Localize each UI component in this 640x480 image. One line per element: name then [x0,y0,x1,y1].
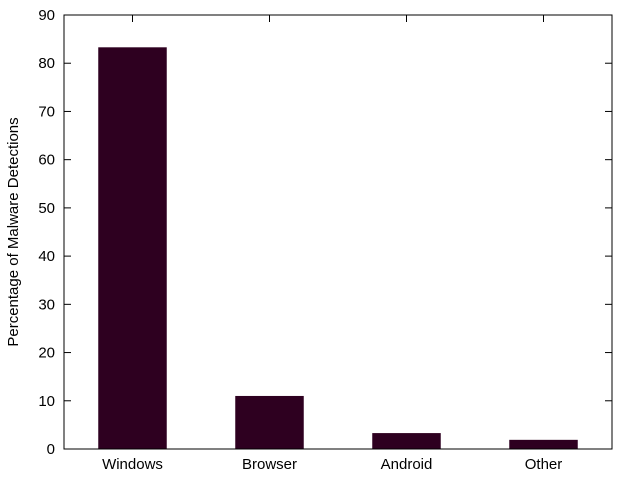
y-tick-label: 40 [38,248,55,265]
y-tick-label: 90 [38,7,55,24]
y-tick-label: 50 [38,200,55,217]
y-tick-label: 30 [38,296,55,313]
y-tick-label: 20 [38,345,55,362]
y-tick-label: 0 [47,441,55,458]
bar-browser [235,395,304,449]
x-tick-label-browser: Browser [242,456,297,473]
x-tick-label-android: Android [381,456,433,473]
x-tick-label-windows: Windows [102,456,163,473]
y-tick-label: 10 [38,393,55,410]
bar-android [372,433,441,449]
y-axis-title: Percentage of Malware Detections [5,117,22,346]
y-tick-label: 80 [38,55,55,72]
y-tick-label: 60 [38,152,55,169]
plot-frame [63,14,613,450]
x-tick-label-other: Other [525,456,563,473]
bars-layer [98,47,578,449]
bar-windows [98,47,167,449]
y-tick-label: 70 [38,103,55,120]
labels-layer: 0 10 20 30 40 50 60 70 80 90 Windows Browser Android… [38,7,562,473]
bar-other [509,439,578,449]
